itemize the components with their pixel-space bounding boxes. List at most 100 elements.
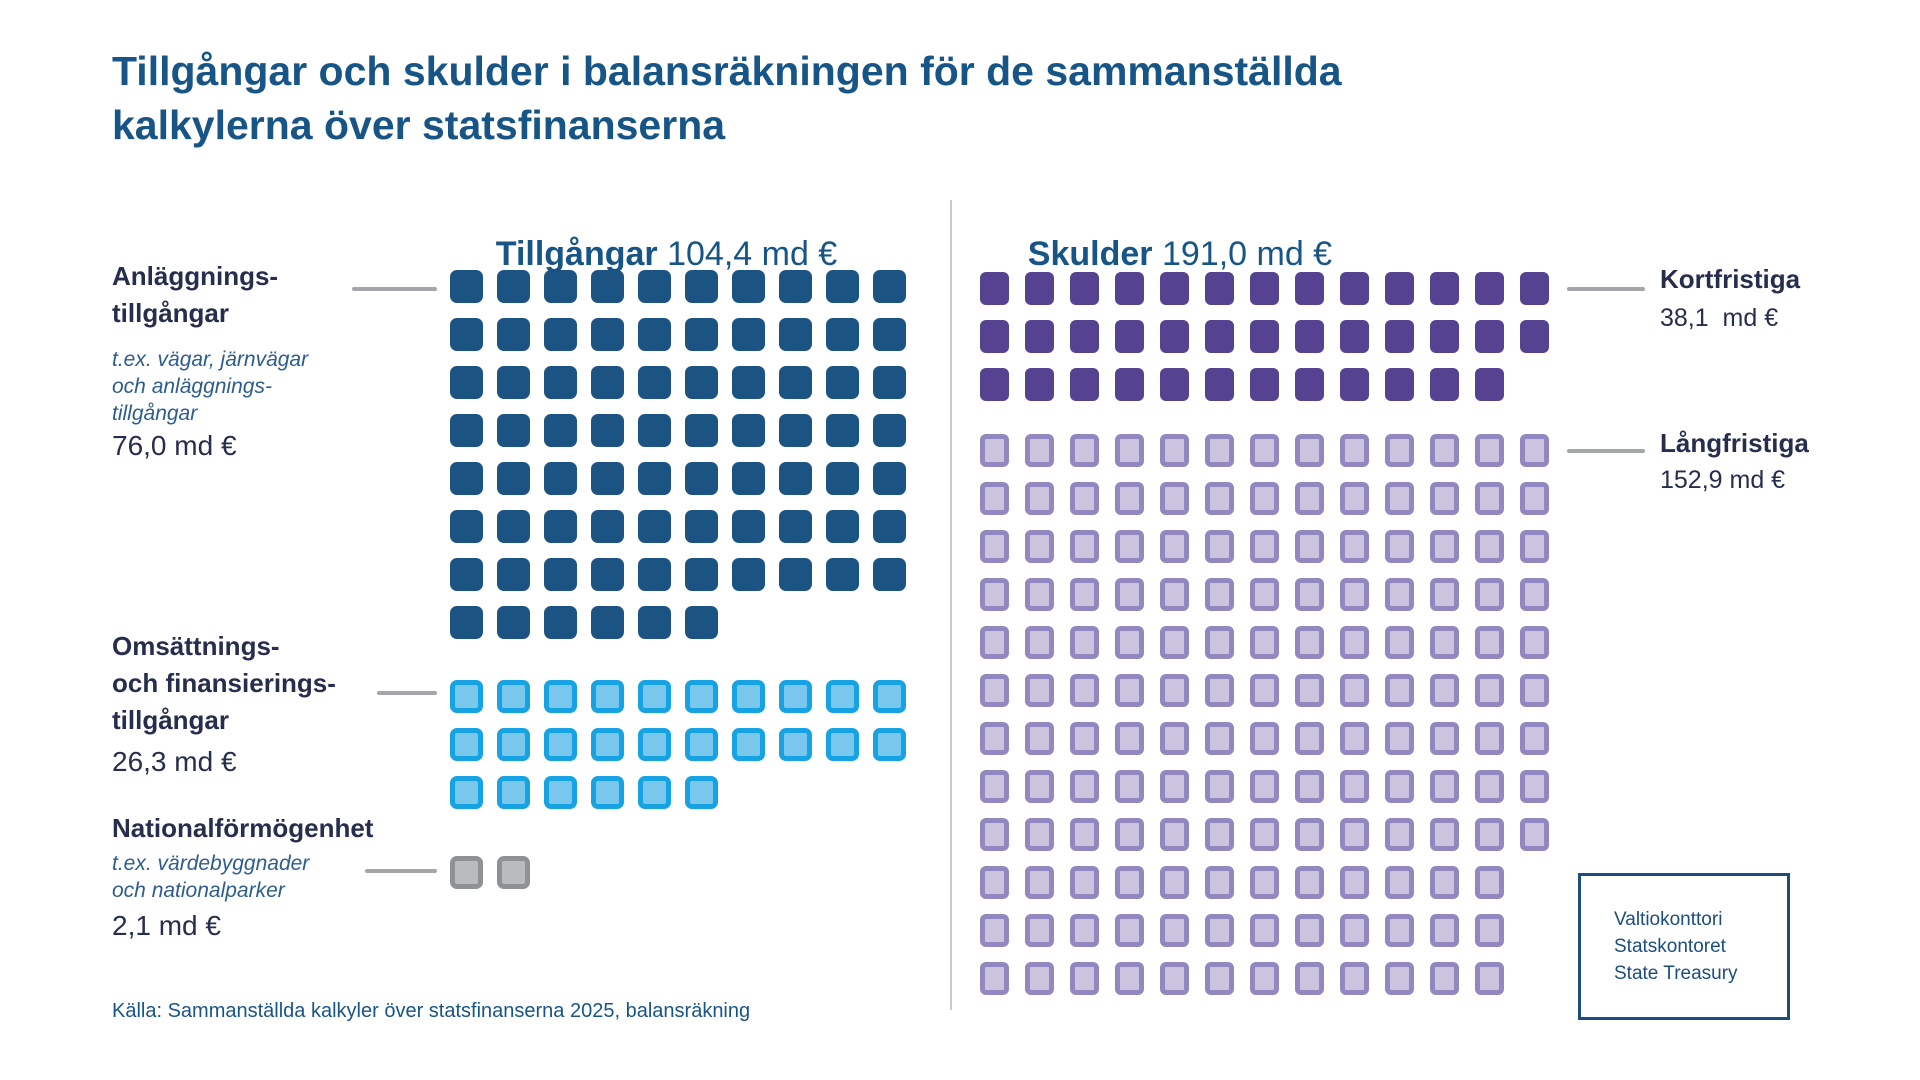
waffle-square bbox=[638, 462, 671, 495]
waffle-square bbox=[1340, 722, 1369, 755]
waffle-square bbox=[1070, 320, 1099, 353]
state-treasury-logo-box: Valtiokonttori Statskontoret State Treasur… bbox=[1578, 873, 1790, 1020]
waffle-square bbox=[1115, 818, 1144, 851]
page-title: Tillgångar och skulder i balansräkningen… bbox=[112, 44, 1342, 152]
waffle-square bbox=[450, 606, 483, 639]
waffle-square bbox=[1295, 482, 1324, 515]
waffle-square bbox=[497, 318, 530, 351]
waffle-row bbox=[980, 530, 1549, 563]
waffle-square bbox=[591, 318, 624, 351]
waffle-square bbox=[1160, 770, 1189, 803]
waffle-square bbox=[1115, 674, 1144, 707]
waffle-square bbox=[1430, 626, 1459, 659]
waffle-square bbox=[638, 558, 671, 591]
waffle-square bbox=[826, 270, 859, 303]
waffle-square bbox=[732, 728, 765, 761]
waffle-square bbox=[450, 462, 483, 495]
waffle-square bbox=[1205, 320, 1234, 353]
waffle-square bbox=[1070, 530, 1099, 563]
waffle-square bbox=[1115, 722, 1144, 755]
waffle-row bbox=[450, 510, 906, 543]
waffle-square bbox=[1025, 368, 1054, 401]
label-line: tillgångar bbox=[112, 298, 230, 328]
waffle-square bbox=[873, 680, 906, 713]
waffle-square bbox=[544, 606, 577, 639]
waffle-square bbox=[638, 270, 671, 303]
waffle-square bbox=[1205, 272, 1234, 305]
waffle-square bbox=[497, 856, 530, 889]
waffle-square bbox=[1430, 818, 1459, 851]
waffle-square bbox=[1385, 320, 1414, 353]
liabilities-header-amount: 191,0 md € bbox=[1152, 235, 1333, 273]
waffle-square bbox=[1340, 962, 1369, 995]
waffle-square bbox=[1385, 962, 1414, 995]
waffle-square bbox=[591, 462, 624, 495]
waffle-square bbox=[873, 728, 906, 761]
waffle-square bbox=[1025, 272, 1054, 305]
waffle-square bbox=[685, 366, 718, 399]
waffle-square bbox=[1070, 434, 1099, 467]
waffle-square bbox=[1520, 626, 1549, 659]
waffle-square bbox=[1520, 770, 1549, 803]
waffle-square bbox=[1070, 482, 1099, 515]
waffle-square bbox=[638, 366, 671, 399]
waffle-square bbox=[779, 558, 812, 591]
connector-line-current-assets bbox=[377, 691, 437, 695]
waffle-square bbox=[1340, 320, 1369, 353]
waffle-square bbox=[1475, 626, 1504, 659]
waffle-square bbox=[685, 270, 718, 303]
waffle-square bbox=[450, 366, 483, 399]
waffle-square bbox=[1340, 626, 1369, 659]
waffle-square bbox=[1295, 320, 1324, 353]
waffle-square bbox=[1025, 914, 1054, 947]
waffle-square bbox=[1340, 770, 1369, 803]
waffle-square bbox=[1475, 434, 1504, 467]
waffle-square bbox=[1250, 818, 1279, 851]
waffle-grid-long-term bbox=[980, 434, 1549, 995]
waffle-row bbox=[450, 776, 906, 809]
waffle-square bbox=[1115, 434, 1144, 467]
waffle-row bbox=[450, 728, 906, 761]
waffle-square bbox=[1475, 770, 1504, 803]
waffle-square bbox=[1385, 722, 1414, 755]
waffle-square bbox=[1070, 368, 1099, 401]
waffle-square bbox=[497, 558, 530, 591]
waffle-square bbox=[685, 606, 718, 639]
waffle-square bbox=[1250, 674, 1279, 707]
waffle-square bbox=[1340, 368, 1369, 401]
waffle-square bbox=[1295, 818, 1324, 851]
waffle-square bbox=[1250, 272, 1279, 305]
waffle-square bbox=[826, 414, 859, 447]
waffle-square bbox=[1205, 368, 1234, 401]
waffle-square bbox=[591, 606, 624, 639]
waffle-square bbox=[1115, 368, 1144, 401]
waffle-square bbox=[1340, 866, 1369, 899]
waffle-grid-current-assets bbox=[450, 680, 906, 809]
waffle-square bbox=[1430, 674, 1459, 707]
waffle-square bbox=[980, 368, 1009, 401]
short-term-label: Kortfristiga bbox=[1660, 264, 1801, 294]
long-term-label: Långfristiga bbox=[1660, 428, 1809, 458]
waffle-square bbox=[1295, 530, 1324, 563]
waffle-square bbox=[450, 776, 483, 809]
waffle-square bbox=[1070, 866, 1099, 899]
waffle-row bbox=[980, 866, 1549, 899]
liabilities-section-header: Skulder 191,0 md € bbox=[990, 196, 1332, 313]
liabilities-header-label: Skulder bbox=[1027, 235, 1153, 273]
waffle-square bbox=[1520, 722, 1549, 755]
waffle-square bbox=[1250, 368, 1279, 401]
waffle-square bbox=[873, 366, 906, 399]
waffle-square bbox=[1025, 482, 1054, 515]
waffle-square bbox=[1295, 578, 1324, 611]
waffle-square bbox=[1115, 320, 1144, 353]
waffle-square bbox=[1475, 578, 1504, 611]
waffle-square bbox=[450, 270, 483, 303]
fixed-assets-amount: 76,0 md € bbox=[112, 430, 237, 461]
section-divider bbox=[950, 200, 952, 1010]
waffle-square bbox=[1295, 914, 1324, 947]
waffle-square bbox=[1205, 962, 1234, 995]
waffle-row bbox=[980, 770, 1549, 803]
waffle-square bbox=[1295, 368, 1324, 401]
waffle-square bbox=[1250, 482, 1279, 515]
waffle-square bbox=[1250, 320, 1279, 353]
